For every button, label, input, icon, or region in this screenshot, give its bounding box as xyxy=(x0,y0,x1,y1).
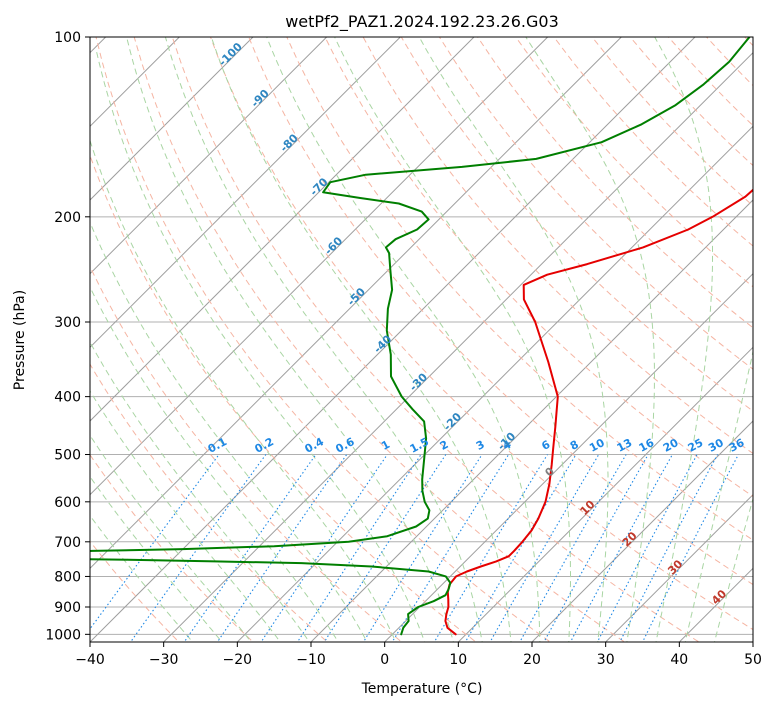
x-axis-label: Temperature (°C) xyxy=(361,681,483,697)
x-tick-label: 10 xyxy=(449,652,467,668)
y-tick-label: 400 xyxy=(54,390,81,406)
x-tick-label: 50 xyxy=(744,652,762,668)
chart-title: wetPf2_PAZ1.2024.192.23.26.G03 xyxy=(285,12,559,32)
y-tick-label: 1000 xyxy=(45,627,81,643)
x-tick-label: −10 xyxy=(296,652,326,668)
y-tick-label: 500 xyxy=(54,448,81,464)
y-tick-label: 900 xyxy=(54,600,81,616)
y-tick-label: 200 xyxy=(54,210,81,226)
y-tick-label: 700 xyxy=(54,535,81,551)
y-tick-label: 600 xyxy=(54,495,81,511)
x-tick-label: −20 xyxy=(223,652,253,668)
x-tick-label: 0 xyxy=(380,652,389,668)
x-tick-label: 20 xyxy=(523,652,541,668)
y-tick-label: 800 xyxy=(54,569,81,585)
x-tick-label: −40 xyxy=(75,652,105,668)
x-tick-label: −30 xyxy=(149,652,179,668)
y-tick-label: 100 xyxy=(54,30,81,46)
y-tick-label: 300 xyxy=(54,315,81,331)
x-tick-label: 30 xyxy=(597,652,615,668)
y-axis-label: Pressure (hPa) xyxy=(12,290,28,390)
x-tick-label: 40 xyxy=(670,652,688,668)
